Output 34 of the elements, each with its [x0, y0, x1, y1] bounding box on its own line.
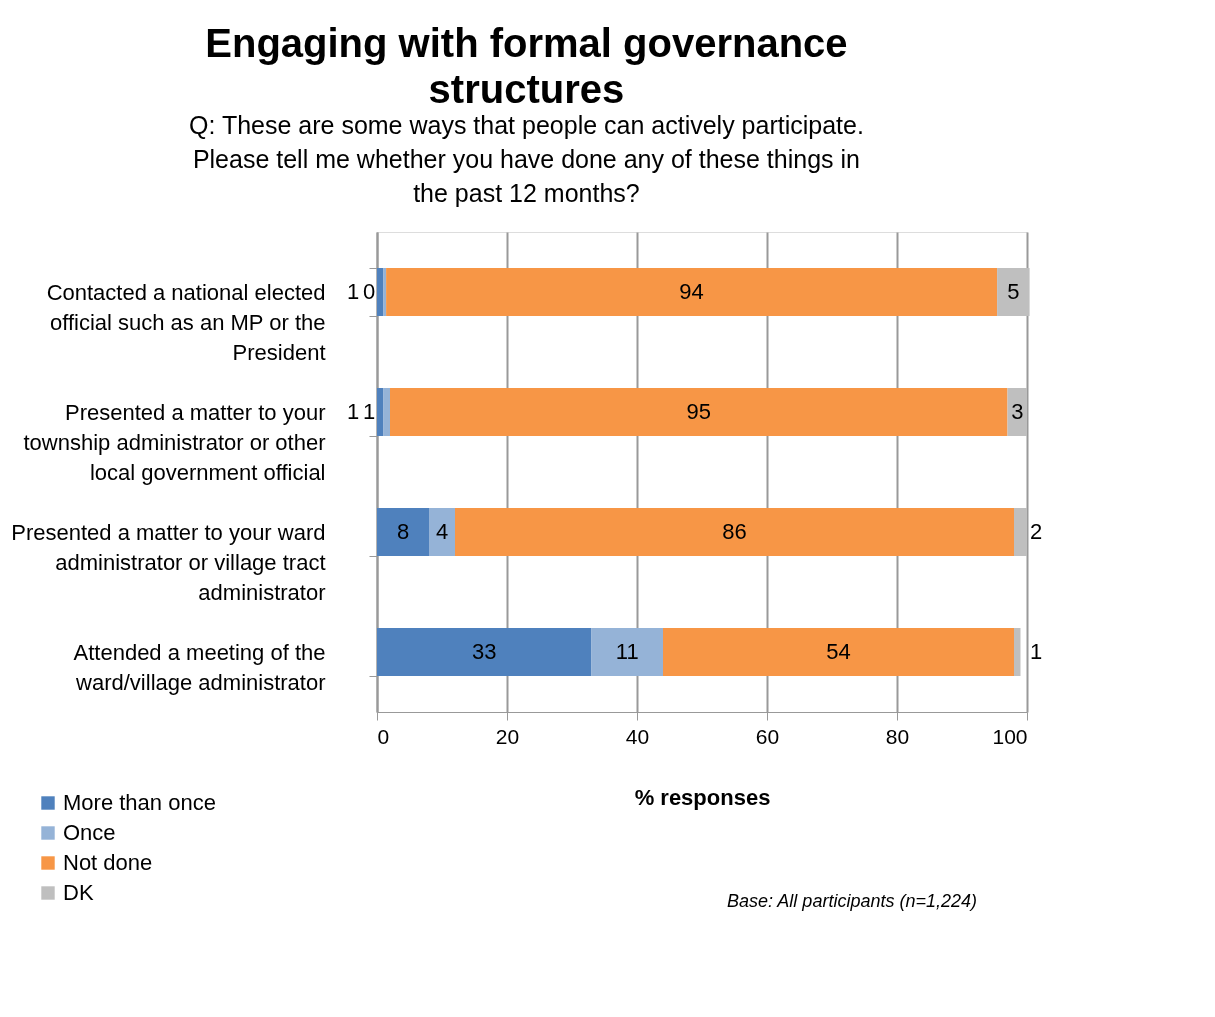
- legend-label: More than once: [63, 790, 216, 815]
- data-label: 0: [362, 279, 376, 304]
- legend-label: DK: [63, 880, 94, 905]
- legend-label: Not done: [63, 850, 153, 875]
- legend-label: Once: [63, 820, 116, 845]
- data-label: 95: [686, 399, 711, 424]
- data-label: 33: [472, 639, 497, 664]
- data-label: 8: [396, 519, 410, 544]
- data-label: 1: [346, 279, 360, 304]
- x-tick-label: 80: [885, 724, 910, 748]
- data-label: 2: [1029, 519, 1043, 544]
- y-tick-label: Presented a matter to your ward administrator or village tract administrator: [11, 519, 326, 605]
- y-tick-label: Presented a matter to your township administrator or other local government official: [23, 399, 326, 485]
- data-label: 86: [722, 519, 747, 544]
- data-label: 1: [362, 399, 376, 424]
- y-tick-label: Attended a meeting of the ward/village administrator: [73, 639, 326, 695]
- data-label: 1: [1029, 639, 1043, 664]
- data-label: 4: [435, 519, 449, 544]
- chart-title: Engaging with formal governance structures: [205, 21, 848, 111]
- x-tick-label: 60: [755, 724, 780, 748]
- text: Base: All participants (n=1,224): [727, 891, 977, 911]
- data-label: 1: [346, 399, 360, 424]
- data-label: 94: [679, 279, 704, 304]
- x-axis-title: % responses: [634, 784, 771, 810]
- data-label: 5: [1007, 279, 1020, 304]
- data-label: 3: [1011, 399, 1024, 424]
- x-tick-label: 0: [377, 724, 390, 748]
- x-tick-label: 100: [992, 724, 1028, 748]
- x-tick-label: 20: [495, 724, 520, 748]
- y-tick-label: Contacted a national elected official such as an MP or the President: [46, 279, 326, 365]
- chart-subtitle: Q: These are some ways that people can actively participate. Please tell me whether you have done any of these things in the past 12 months?: [188, 111, 864, 207]
- x-tick-label: 40: [625, 724, 650, 748]
- data-label: 11: [615, 639, 639, 664]
- data-label: 54: [826, 639, 851, 664]
